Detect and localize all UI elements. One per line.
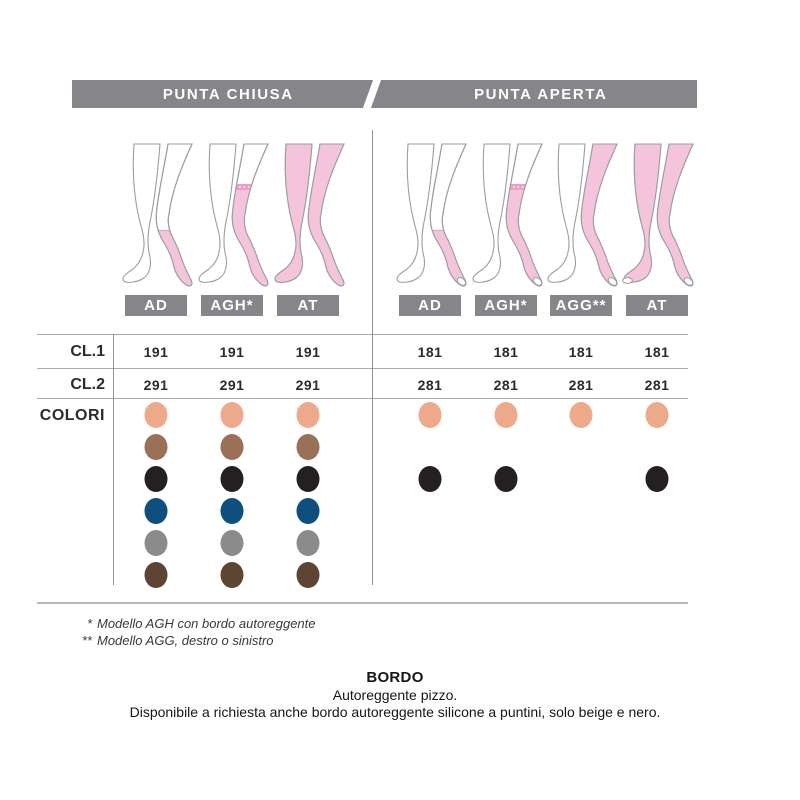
footnote-agg: ** Modello AGG, destro o sinistro: [70, 632, 316, 649]
header-punta-chiusa: PUNTA CHIUSA: [162, 85, 294, 103]
leg-drawing: [396, 143, 467, 287]
color-dot-grigio: [220, 530, 244, 556]
model-label-open-at: AT: [626, 295, 688, 316]
footnotes: * Modello AGH con bordo autoreggente ** …: [70, 615, 316, 649]
cl2-value-closed-agh: 291: [219, 377, 245, 393]
leg-illustration-closed-ad: [116, 142, 196, 292]
footnote-text-1: Modello AGH con bordo autoreggente: [97, 616, 316, 631]
color-dot-blu: [220, 498, 244, 524]
cl1-value-closed-agh: 191: [219, 344, 245, 360]
cl2-value-closed-at: 291: [295, 377, 321, 393]
color-dot-beige: [144, 402, 168, 428]
cl1-value-open-agh: 181: [493, 344, 519, 360]
cl1-value-closed-ad: 191: [143, 344, 169, 360]
color-dot-moro-scuro: [144, 562, 168, 588]
color-dot-nero: [494, 466, 518, 492]
leg-drawing: [274, 143, 345, 287]
bordo-line1: Autoreggente pizzo.: [332, 686, 458, 703]
leg-drawing: [122, 143, 193, 287]
color-dot-beige: [220, 402, 244, 428]
color-dot-grigio: [144, 530, 168, 556]
color-dot-beige: [569, 402, 593, 428]
cl2-value-open-ad: 281: [417, 377, 443, 393]
color-dot-beige: [645, 402, 669, 428]
model-label-closed-ad: AD: [125, 295, 187, 316]
color-dot-blu: [296, 498, 320, 524]
cl2-value-open-at: 281: [644, 377, 670, 393]
color-dot-marrone: [220, 434, 244, 460]
leg-illustration-closed-at: [268, 142, 348, 292]
leg-drawing: [622, 143, 694, 287]
row-label-colori: COLORI: [39, 407, 105, 424]
leg-drawing: [547, 143, 618, 287]
color-dot-marrone: [296, 434, 320, 460]
footnote-mark-1: *: [86, 616, 92, 631]
color-dot-marrone: [144, 434, 168, 460]
table-rule-cl1-cl2: [37, 368, 688, 369]
color-dot-moro-scuro: [220, 562, 244, 588]
color-dot-beige: [418, 402, 442, 428]
cl1-value-open-ad: 181: [417, 344, 443, 360]
leg-illustration-closed-agh: [192, 142, 272, 292]
model-label-open-ad: AD: [399, 295, 461, 316]
bordo-title: BORDO: [366, 669, 424, 686]
group-divider-line: [372, 130, 373, 585]
color-dot-nero: [144, 466, 168, 492]
leg-illustration-open-agh: [466, 142, 546, 292]
model-label-open-agg: AGG**: [550, 295, 612, 316]
cl1-value-closed-at: 191: [295, 344, 321, 360]
table-rule-top: [37, 334, 688, 335]
leg-illustration-open-ad: [390, 142, 470, 292]
model-label-open-agh: AGH*: [475, 295, 537, 316]
header-bar: PUNTA CHIUSA PUNTA APERTA: [72, 77, 697, 111]
cl1-value-open-agg: 181: [568, 344, 594, 360]
label-column-divider-line: [113, 334, 114, 585]
leg-illustration-open-at: [617, 142, 697, 292]
color-dot-nero: [418, 466, 442, 492]
color-dot-nero: [220, 466, 244, 492]
cl1-value-open-at: 181: [644, 344, 670, 360]
color-dot-nero: [645, 466, 669, 492]
color-dot-grigio: [296, 530, 320, 556]
footnote-mark-2: **: [81, 633, 92, 648]
header-punta-aperta: PUNTA APERTA: [474, 85, 608, 103]
bordo-line2: Disponibile a richiesta anche bordo auto…: [129, 704, 661, 720]
row-label-cl2: CL.2: [70, 376, 105, 393]
color-dot-beige: [296, 402, 320, 428]
model-label-closed-agh: AGH*: [201, 295, 263, 316]
bordo-section: BORDO Autoreggente pizzo. Disponibile a …: [0, 669, 790, 722]
model-label-closed-at: AT: [277, 295, 339, 316]
leg-drawing: [198, 143, 269, 287]
color-dot-beige: [494, 402, 518, 428]
row-label-cl1: CL.1: [70, 343, 105, 360]
cl2-value-open-agg: 281: [568, 377, 594, 393]
footnote-text-2: Modello AGG, destro o sinistro: [97, 633, 274, 648]
color-dot-nero: [296, 466, 320, 492]
footnote-agh: * Modello AGH con bordo autoreggente: [70, 615, 316, 632]
cl2-value-closed-ad: 291: [143, 377, 169, 393]
table-rule-cl2-colori: [37, 398, 688, 399]
color-dot-blu: [144, 498, 168, 524]
table-rule-bottom: [37, 602, 688, 604]
leg-drawing: [472, 143, 543, 287]
cl2-value-open-agh: 281: [493, 377, 519, 393]
leg-illustration-open-agg: [541, 142, 621, 292]
color-dot-moro-scuro: [296, 562, 320, 588]
